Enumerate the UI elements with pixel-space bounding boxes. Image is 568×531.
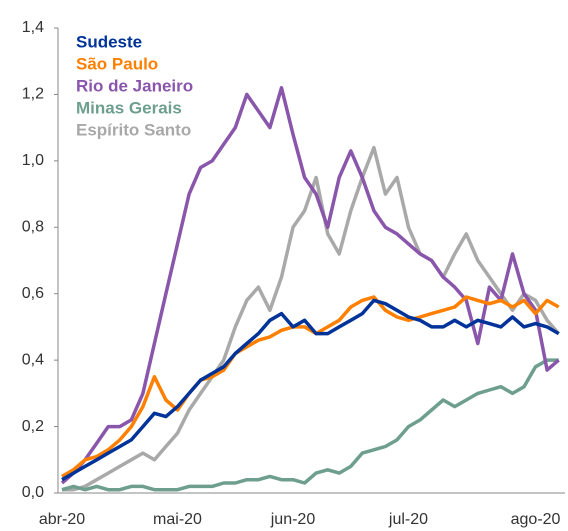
x-tick-label: abr-20 [39, 511, 85, 528]
series-line [61, 298, 560, 482]
y-tick-label: 0,6 [22, 285, 44, 302]
x-tick-label: jul-20 [388, 511, 428, 528]
legend-entry: São Paulo [76, 54, 158, 73]
y-tick-label: 0,0 [22, 484, 44, 501]
y-tick-label: 0,4 [22, 351, 44, 368]
legend-entry: Sudeste [76, 32, 142, 51]
series-line [60, 86, 560, 485]
y-tick-label: 1,4 [22, 19, 44, 36]
y-tick-label: 1,2 [22, 86, 44, 103]
legend-entry: Espírito Santo [76, 120, 191, 139]
series-line [61, 295, 560, 478]
y-tick-label: 0,8 [22, 219, 44, 236]
y-tick-label: 0,2 [22, 418, 44, 435]
legend-entry: Minas Gerais [76, 98, 182, 117]
x-tick-label: jun-20 [270, 511, 316, 528]
y-tick-label: 1,0 [22, 152, 44, 169]
x-tick-label: ago-20 [511, 511, 561, 528]
series-line [61, 358, 559, 492]
x-tick-label: mai-20 [153, 511, 202, 528]
series-line [62, 145, 561, 492]
legend-entry: Rio de Janeiro [76, 76, 193, 95]
